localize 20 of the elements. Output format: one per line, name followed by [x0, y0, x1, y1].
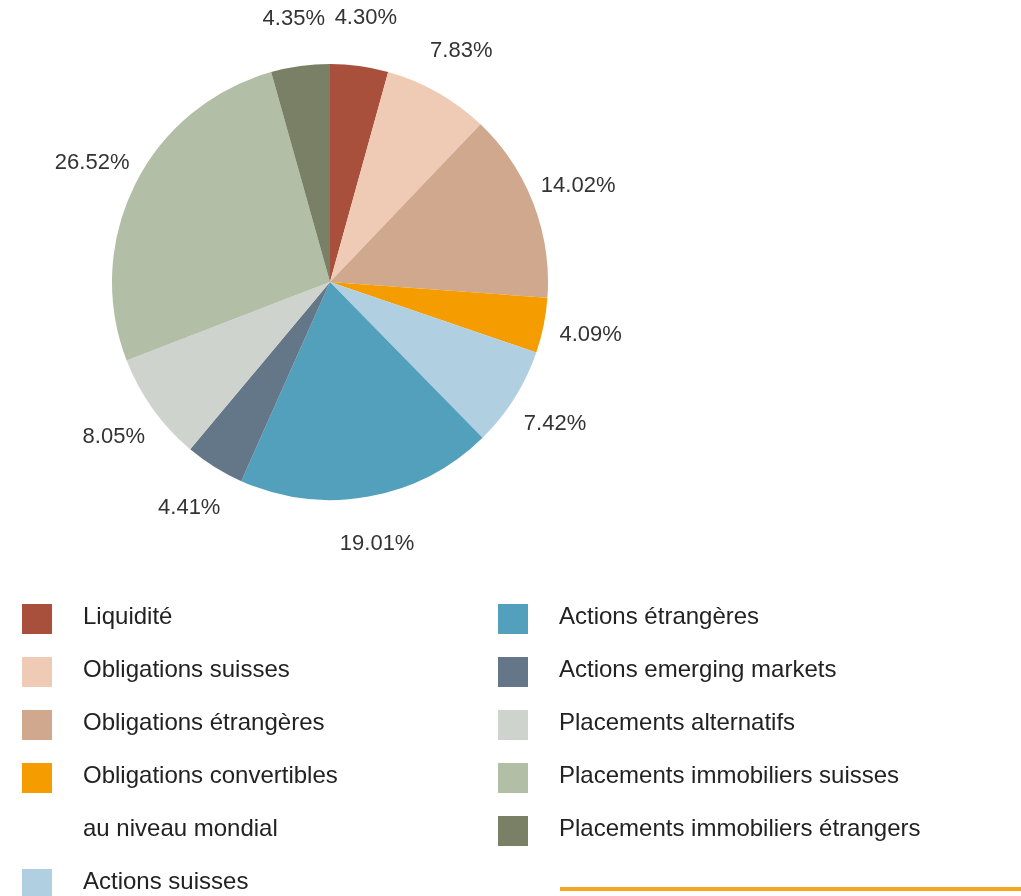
legend-label: Actions étrangères: [559, 601, 761, 631]
data-label: 4.35%: [262, 4, 325, 30]
data-label: 14.02%: [540, 172, 616, 198]
legend-label: Placements immobiliers suisses: [559, 760, 901, 790]
data-label: 7.83%: [430, 36, 493, 62]
data-label: 26.52%: [54, 148, 130, 174]
data-label: 7.42%: [523, 409, 587, 435]
legend-label: Actions emerging markets: [559, 654, 838, 684]
legend-label: Placements immobiliers étrangers: [559, 813, 922, 843]
legend-label: Obligations étrangères: [83, 707, 326, 737]
data-label: 4.41%: [158, 493, 221, 519]
legend-label: Obligations suisses: [83, 654, 291, 684]
data-label: 4.30%: [334, 4, 398, 30]
legend-label: Liquidité: [83, 601, 174, 631]
legend-label: Actions suisses: [83, 866, 250, 896]
legend-label: Obligations convertibles au niveau mondial: [83, 760, 339, 843]
data-label: 4.09%: [559, 321, 622, 347]
data-label: 19.01%: [339, 529, 415, 555]
data-label: 8.05%: [82, 422, 145, 448]
legend-label: Placements alternatifs: [559, 707, 797, 737]
